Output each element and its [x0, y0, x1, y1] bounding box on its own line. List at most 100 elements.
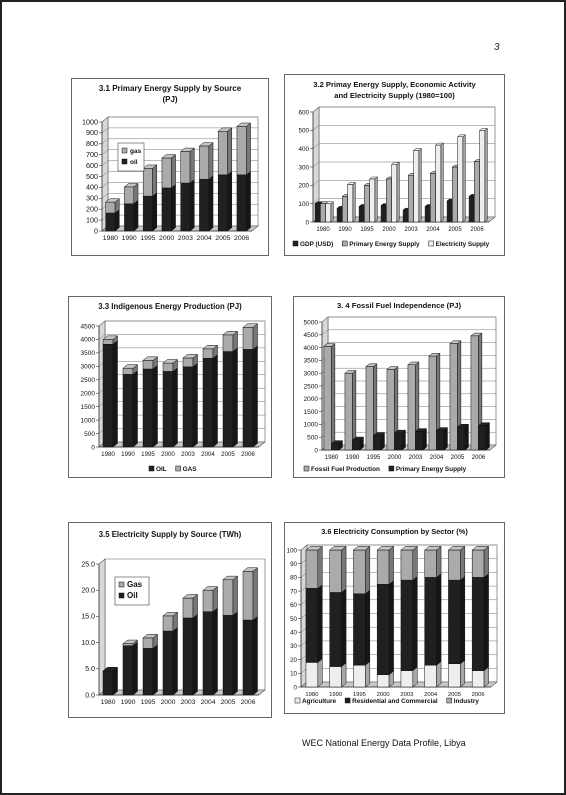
gridline: [321, 316, 329, 323]
legend-label: Gas: [127, 580, 143, 589]
gridline: [312, 143, 320, 149]
y-tick-label: 80: [290, 575, 297, 582]
x-tick-label: 2000: [377, 692, 391, 698]
gridline: [300, 544, 308, 551]
legend-label: Primary Energy Supply: [349, 241, 420, 248]
bar-gas-2004: [202, 586, 219, 613]
y-tick-label: 3000: [304, 371, 319, 378]
chart-title-line: 3.1 Primary Energy Supply by Source: [99, 84, 242, 93]
gridline: [101, 116, 109, 123]
bar-industry-2000: [376, 545, 395, 585]
x-tick-label: 2004: [426, 227, 440, 233]
chart-panel-indigenous-production: 3.3 Indigenous Energy Production (PJ) 0 50…: [68, 296, 272, 478]
x-tick-label: 1995: [360, 227, 374, 233]
legend-label: gas: [130, 148, 142, 155]
bar-oil-1995: [142, 364, 159, 448]
y-tick-label: 0: [94, 226, 98, 235]
gridline: [312, 161, 320, 168]
chart-svg-c6: 3.6 Electricity Consumption by Sector (%…: [287, 527, 498, 705]
y-tick-label: 20: [290, 657, 297, 664]
bar-primary-energy-supply-2003: [414, 428, 428, 451]
x-tick-label: 2000: [382, 227, 396, 233]
x-tick-label: 1990: [346, 454, 360, 461]
y-tick-label: 0: [91, 444, 95, 451]
bar-electricity-supply-1995: [368, 176, 379, 223]
bar-agriculture-1980: [305, 658, 324, 688]
y-tick-label: 1500: [81, 404, 96, 411]
x-tick-label: 2004: [430, 454, 444, 461]
y-tick-label: 15.0: [81, 614, 95, 621]
x-tick-label: 1990: [329, 692, 343, 698]
bar-oil-2004: [198, 175, 214, 232]
bar-fossil-fuel-production-2004: [428, 352, 441, 451]
chart-svg-c2: 3.2 Primay Energy Supply, Economic Activ…: [292, 80, 496, 248]
y-tick-label: 4000: [304, 345, 319, 352]
legend-label: Industry: [454, 698, 480, 705]
x-tick-label: 1980: [101, 451, 115, 458]
x-tick-label: 1990: [122, 235, 137, 242]
x-tick-label: 2005: [221, 699, 236, 706]
y-tick-label: 4500: [81, 323, 96, 330]
bar-oil-2003: [182, 362, 199, 448]
x-tick-label: 1990: [121, 699, 136, 706]
x-tick-label: 2004: [197, 235, 212, 242]
page-number: 3: [494, 42, 500, 53]
legend-label: GDP (USD): [300, 241, 333, 248]
legend-label: Electricity Supply: [436, 241, 490, 248]
x-tick-label: 1995: [140, 235, 155, 242]
y-tick-label: 90: [290, 561, 297, 568]
bar-residential-and-commercial-2000: [376, 580, 395, 676]
bar-oil-2005: [222, 611, 239, 696]
bar-oil-2003: [182, 613, 199, 696]
bar-fossil-fuel-production-2005: [449, 340, 462, 451]
y-tick-label: 10: [290, 671, 297, 678]
bar-agriculture-2005: [447, 659, 466, 688]
bar-gas-1980: [104, 198, 120, 214]
bar-gas-1990: [122, 364, 139, 375]
gridline: [101, 193, 109, 199]
x-tick-label: 2006: [241, 451, 255, 458]
y-tick-label: 3500: [81, 350, 96, 357]
bar-primary-energy-supply-2006: [477, 422, 491, 451]
bar-oil-2005: [217, 170, 233, 232]
x-tick-label: 2006: [470, 227, 484, 233]
x-tick-label: 2000: [161, 699, 176, 706]
bar-electricity-supply-1990: [346, 181, 357, 223]
bar-gas-2005: [217, 127, 233, 176]
x-tick-label: 2003: [178, 235, 193, 242]
bar-primary-energy-supply-2004: [435, 427, 449, 451]
legend-label: Agriculture: [302, 698, 337, 705]
bar-fossil-fuel-production-1995: [365, 363, 378, 451]
bar-industry-2005: [447, 545, 466, 581]
x-tick-label: 2000: [388, 454, 402, 461]
bar-oil-1995: [142, 192, 158, 232]
bar-electricity-supply-2006: [478, 127, 489, 223]
bar-gas-2005: [222, 330, 239, 353]
bar-fossil-fuel-production-2003: [407, 361, 420, 451]
x-tick-label: 2005: [448, 227, 462, 233]
bar-oil-1990: [122, 370, 139, 448]
y-tick-label: 5000: [304, 319, 319, 326]
bar-residential-and-commercial-2006: [471, 573, 490, 672]
legend-swatch: [388, 465, 395, 472]
y-tick-label: 40: [290, 630, 297, 637]
y-tick-label: 60: [290, 602, 297, 609]
chart-title-line: 3.3 Indigenous Energy Production (PJ): [98, 302, 242, 311]
chart-svg-c3: 3.3 Indigenous Energy Production (PJ) 0 50…: [81, 302, 266, 473]
bar-industry-1980: [305, 545, 324, 589]
chart-panel-energy-economic-electricity: 3.2 Primay Energy Supply, Economic Activ…: [284, 74, 505, 256]
bar-gas-2004: [198, 142, 214, 180]
bar-gas-2000: [161, 154, 177, 189]
legend-label: Fossil Fuel Production: [311, 466, 380, 473]
legend-swatch: [342, 240, 348, 247]
bar-gas-1995: [142, 633, 159, 649]
legend-label: OIL: [156, 466, 167, 473]
legend-swatch: [446, 697, 452, 704]
gridline: [101, 182, 109, 188]
bar-gas-2000: [162, 358, 179, 372]
x-tick-label: 1980: [305, 692, 319, 698]
bar-residential-and-commercial-2004: [423, 573, 442, 666]
bar-oil-1980: [102, 666, 119, 696]
y-tick-label: 500: [298, 128, 309, 135]
